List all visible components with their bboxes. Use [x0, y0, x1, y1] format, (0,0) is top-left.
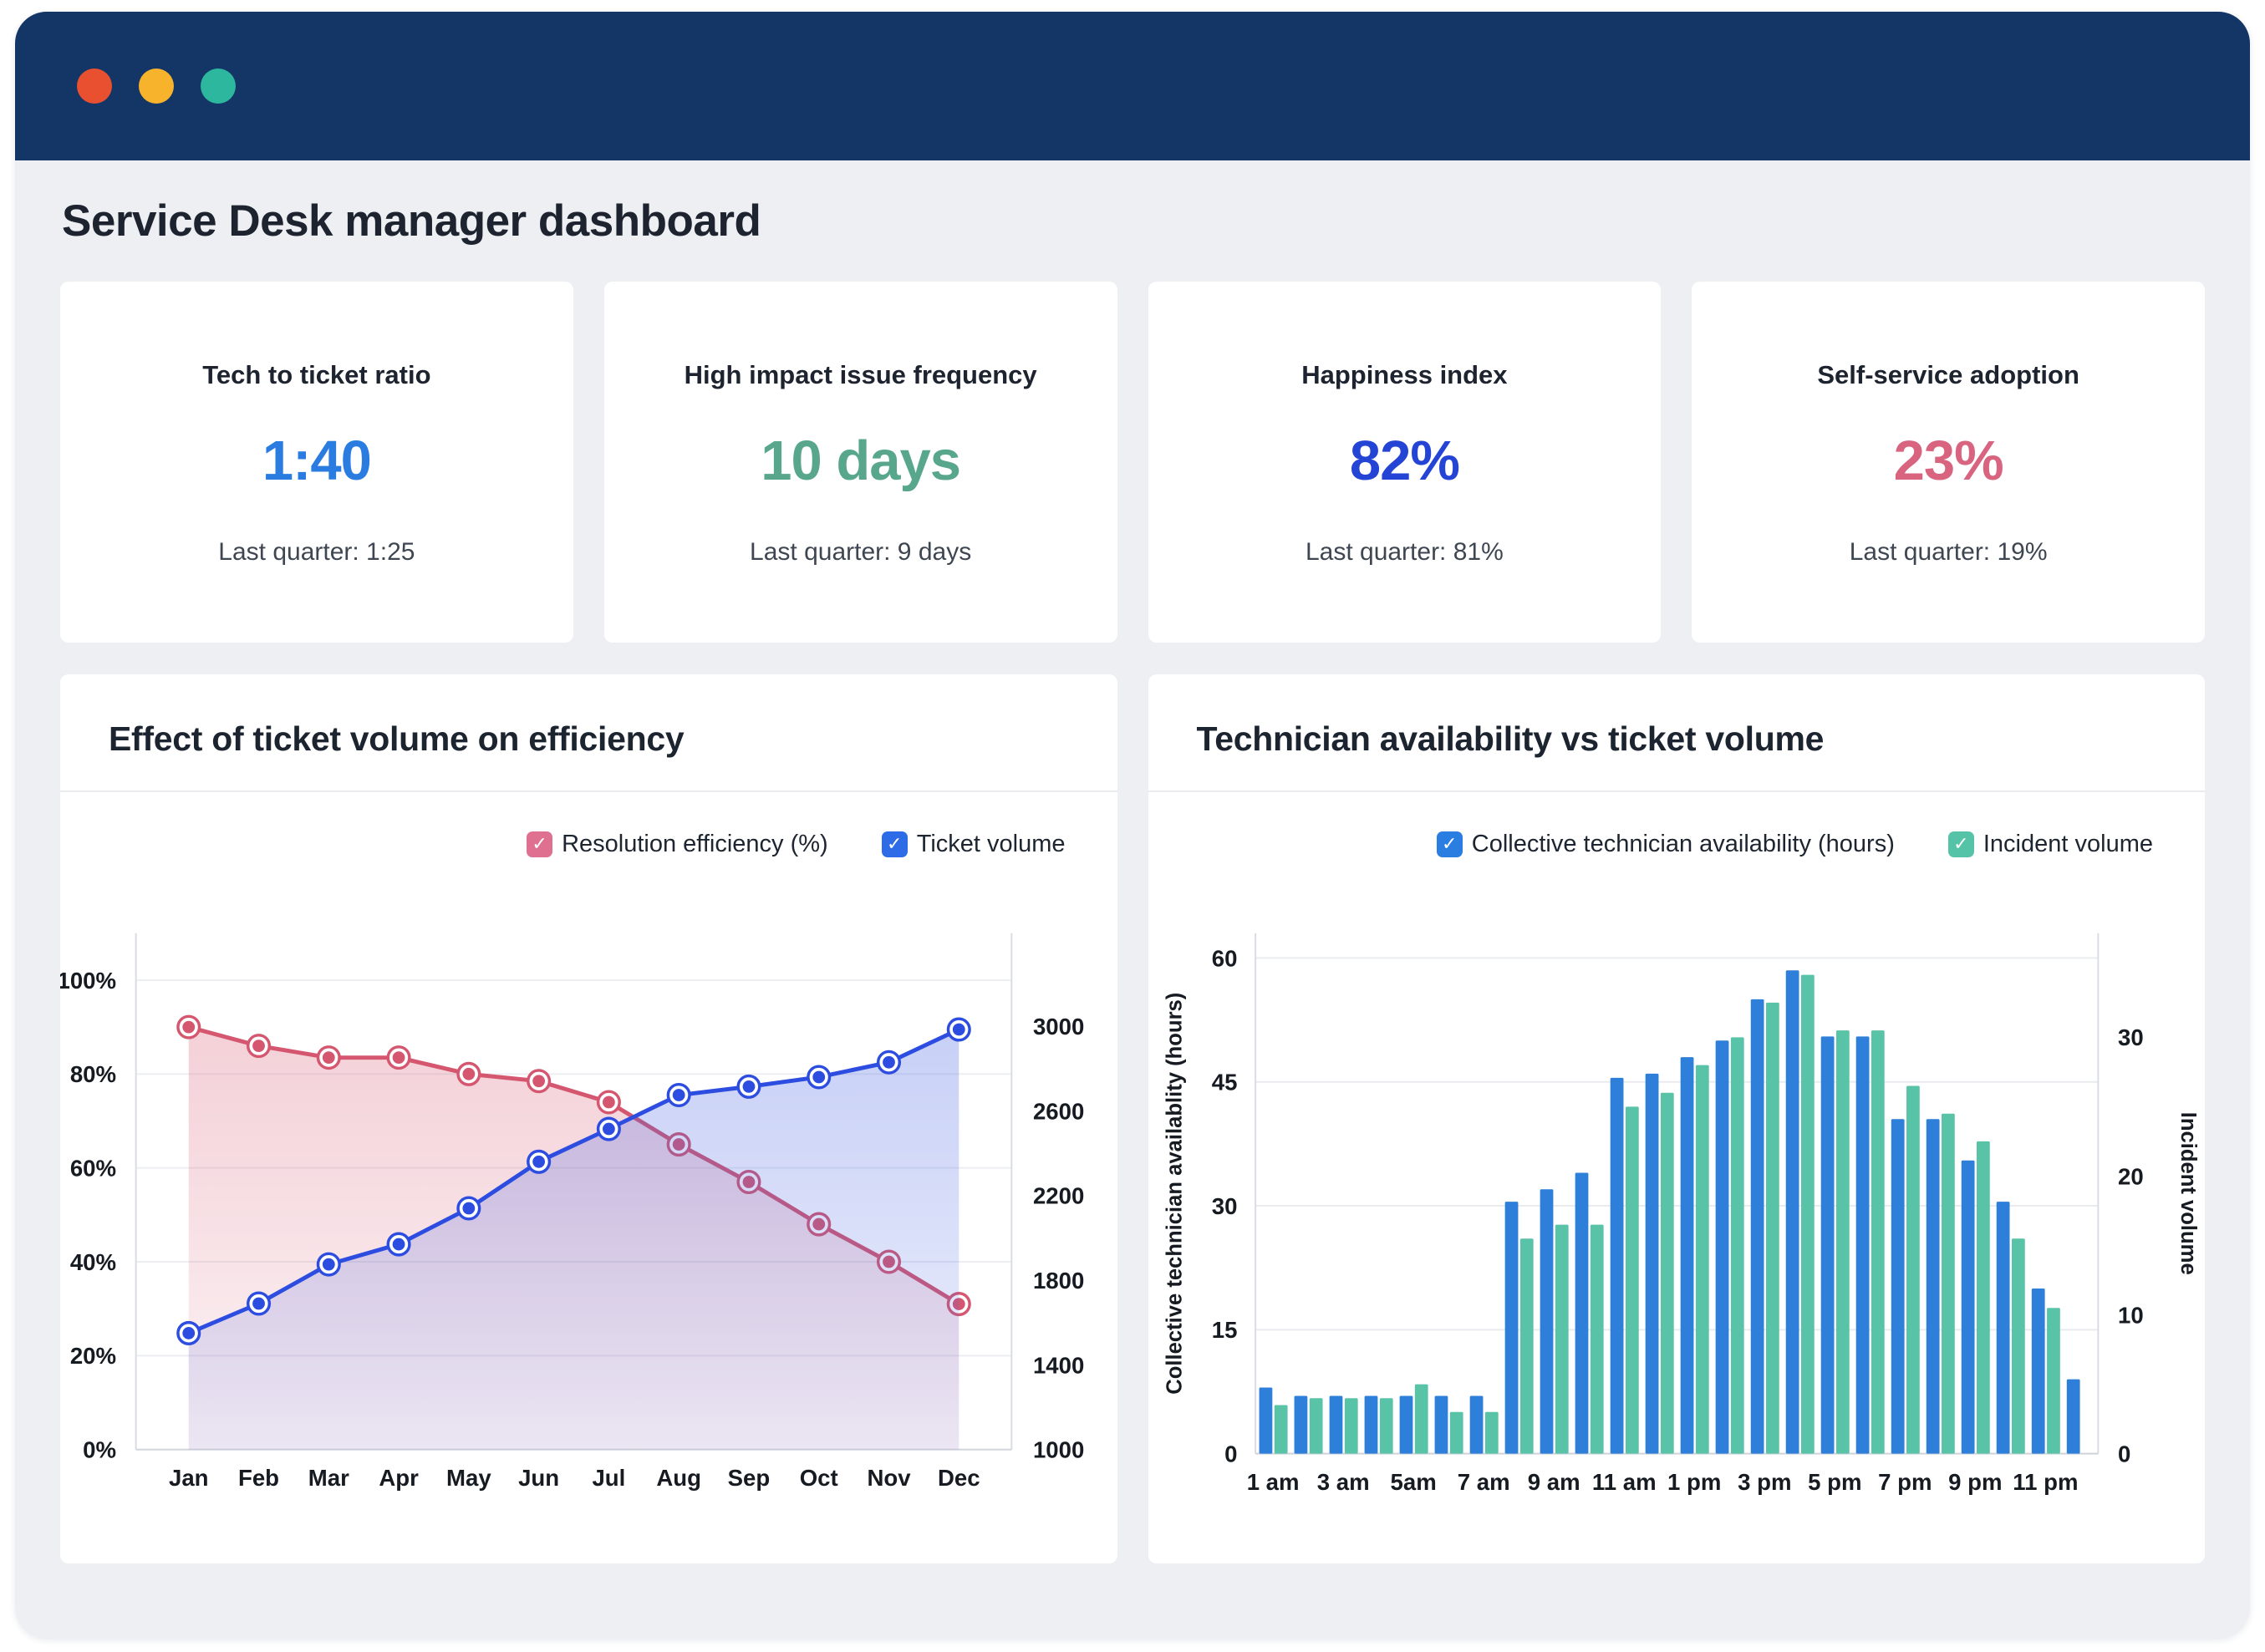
checkbox-checked-icon[interactable]: ✓: [527, 831, 553, 857]
kpi-card-high-impact-issue-frequency: High impact issue frequency 10 days Last…: [603, 282, 1117, 643]
svg-text:1 am: 1 am: [1246, 1469, 1299, 1495]
svg-text:60%: 60%: [70, 1156, 116, 1182]
divider: [60, 790, 1117, 792]
kpi-label: Self-service adoption: [1817, 360, 2079, 389]
legend-item-incident-volume[interactable]: ✓ Incident volume: [1947, 830, 2153, 858]
bar-chart: 0 15 30 45 60 0 10 20 30 1 am 3 am 5am 7 am 9 am 11 am…: [1163, 933, 2199, 1495]
check-icon: ✓: [886, 833, 903, 854]
window-titlebar: [15, 12, 2250, 160]
svg-text:Jun: Jun: [518, 1465, 559, 1491]
kpi-card-tech-to-ticket-ratio: Tech to ticket ratio 1:40 Last quarter: …: [60, 282, 573, 643]
browser-window: Service Desk manager dashboard Tech to t…: [15, 12, 2250, 1639]
window-dot-yellow[interactable]: [139, 69, 174, 104]
svg-text:Dec: Dec: [938, 1465, 980, 1491]
svg-text:100%: 100%: [60, 968, 116, 994]
svg-text:Sep: Sep: [728, 1465, 771, 1491]
svg-text:0%: 0%: [83, 1437, 116, 1463]
svg-text:3 pm: 3 pm: [1738, 1469, 1791, 1495]
kpi-note: Last quarter: 1:25: [218, 538, 415, 566]
svg-text:Jul: Jul: [592, 1465, 625, 1491]
kpi-value: 23%: [1893, 430, 2004, 492]
svg-text:1 pm: 1 pm: [1667, 1469, 1721, 1495]
svg-text:Nov: Nov: [867, 1465, 911, 1491]
dashboard-content: Service Desk manager dashboard Tech to t…: [15, 196, 2250, 1563]
legend-item-resolution-efficiency[interactable]: ✓ Resolution efficiency (%): [527, 831, 828, 858]
svg-text:1000: 1000: [1033, 1437, 1084, 1463]
checkbox-checked-icon[interactable]: ✓: [881, 831, 908, 857]
svg-text:45: 45: [1211, 1070, 1237, 1095]
kpi-note: Last quarter: 19%: [1849, 538, 2048, 566]
svg-text:30: 30: [2118, 1024, 2144, 1050]
kpi-note: Last quarter: 9 days: [750, 538, 972, 566]
kpi-label: Tech to ticket ratio: [202, 360, 431, 389]
svg-text:Aug: Aug: [656, 1465, 701, 1491]
legend-label: Ticket volume: [916, 830, 1066, 857]
legend-label: Resolution efficiency (%): [562, 830, 828, 857]
svg-text:40%: 40%: [70, 1249, 116, 1275]
svg-text:5 pm: 5 pm: [1808, 1469, 1861, 1495]
legend-label: Incident volume: [1983, 830, 2153, 857]
svg-text:11 am: 11 am: [1591, 1469, 1656, 1495]
checkbox-checked-icon[interactable]: ✓: [1947, 831, 1974, 857]
page-title: Service Desk manager dashboard: [62, 196, 761, 246]
line-chart: 0% 20% 40% 60% 80% 100% 1000 1400 1800 2200 2600 30…: [60, 933, 1084, 1491]
svg-text:5am: 5am: [1390, 1469, 1436, 1495]
svg-text:2600: 2600: [1033, 1098, 1084, 1124]
kpi-row: Tech to ticket ratio 1:40 Last quarter: …: [60, 282, 2205, 643]
svg-text:60: 60: [1211, 945, 1237, 971]
legend-item-ticket-volume[interactable]: ✓ Ticket volume: [881, 830, 1066, 858]
svg-text:1800: 1800: [1033, 1268, 1084, 1294]
chart-card-ticket-volume-efficiency: Effect of ticket volume on efficiency ✓ …: [60, 674, 1117, 1563]
svg-text:Collective technician availabl: Collective technician availablity (hours…: [1163, 993, 1186, 1395]
svg-text:80%: 80%: [70, 1061, 116, 1087]
divider: [1148, 790, 2205, 792]
svg-text:0: 0: [1224, 1441, 1237, 1467]
svg-text:1400: 1400: [1033, 1352, 1084, 1378]
chart-card-technician-availability: Technician availability vs ticket volume…: [1148, 674, 2206, 1563]
check-icon: ✓: [1442, 833, 1458, 854]
kpi-label: Happiness index: [1301, 360, 1508, 389]
svg-text:7 pm: 7 pm: [1878, 1469, 1932, 1495]
kpi-label: High impact issue frequency: [684, 360, 1037, 389]
window-dot-red[interactable]: [77, 69, 112, 104]
kpi-value: 1:40: [262, 430, 372, 492]
svg-text:20: 20: [2118, 1163, 2144, 1189]
kpi-note: Last quarter: 81%: [1305, 538, 1504, 566]
chart-title: Technician availability vs ticket volume: [1196, 719, 1825, 758]
svg-text:Incident volume: Incident volume: [2176, 1112, 2199, 1275]
legend-label: Collective technician availability (hour…: [1471, 830, 1895, 857]
svg-text:May: May: [446, 1465, 491, 1491]
svg-text:11 pm: 11 pm: [2013, 1469, 2078, 1495]
charts-row: Effect of ticket volume on efficiency ✓ …: [60, 674, 2205, 1563]
svg-text:7 am: 7 am: [1457, 1469, 1509, 1495]
svg-text:10: 10: [2118, 1302, 2144, 1328]
svg-text:2200: 2200: [1033, 1183, 1084, 1209]
svg-text:30: 30: [1211, 1193, 1237, 1219]
svg-text:15: 15: [1211, 1317, 1237, 1343]
svg-text:Mar: Mar: [308, 1465, 349, 1491]
svg-text:20%: 20%: [70, 1343, 116, 1369]
kpi-card-self-service-adoption: Self-service adoption 23% Last quarter: …: [1692, 282, 2205, 643]
svg-text:0: 0: [2118, 1441, 2130, 1467]
chart-legend: ✓ Collective technician availability (ho…: [1148, 829, 2206, 859]
svg-text:3 am: 3 am: [1316, 1469, 1369, 1495]
kpi-value: 10 days: [761, 430, 961, 492]
check-icon: ✓: [532, 833, 547, 854]
svg-text:Oct: Oct: [800, 1465, 838, 1491]
kpi-card-happiness-index: Happiness index 82% Last quarter: 81%: [1148, 282, 1662, 643]
kpi-value: 82%: [1349, 430, 1460, 492]
legend-item-technician-availability[interactable]: ✓ Collective technician availability (ho…: [1436, 830, 1895, 858]
checkbox-checked-icon[interactable]: ✓: [1436, 831, 1463, 857]
window-dot-teal[interactable]: [201, 69, 236, 104]
svg-text:9 am: 9 am: [1527, 1469, 1580, 1495]
chart-legend: ✓ Resolution efficiency (%) ✓ Ticket vol…: [60, 829, 1117, 859]
svg-text:Apr: Apr: [379, 1465, 419, 1491]
svg-text:Feb: Feb: [238, 1465, 279, 1491]
svg-text:Jan: Jan: [169, 1465, 209, 1491]
chart-title: Effect of ticket volume on efficiency: [109, 719, 685, 758]
svg-text:3000: 3000: [1033, 1014, 1084, 1039]
svg-text:9 pm: 9 pm: [1948, 1469, 2002, 1495]
check-icon: ✓: [1953, 833, 1969, 854]
